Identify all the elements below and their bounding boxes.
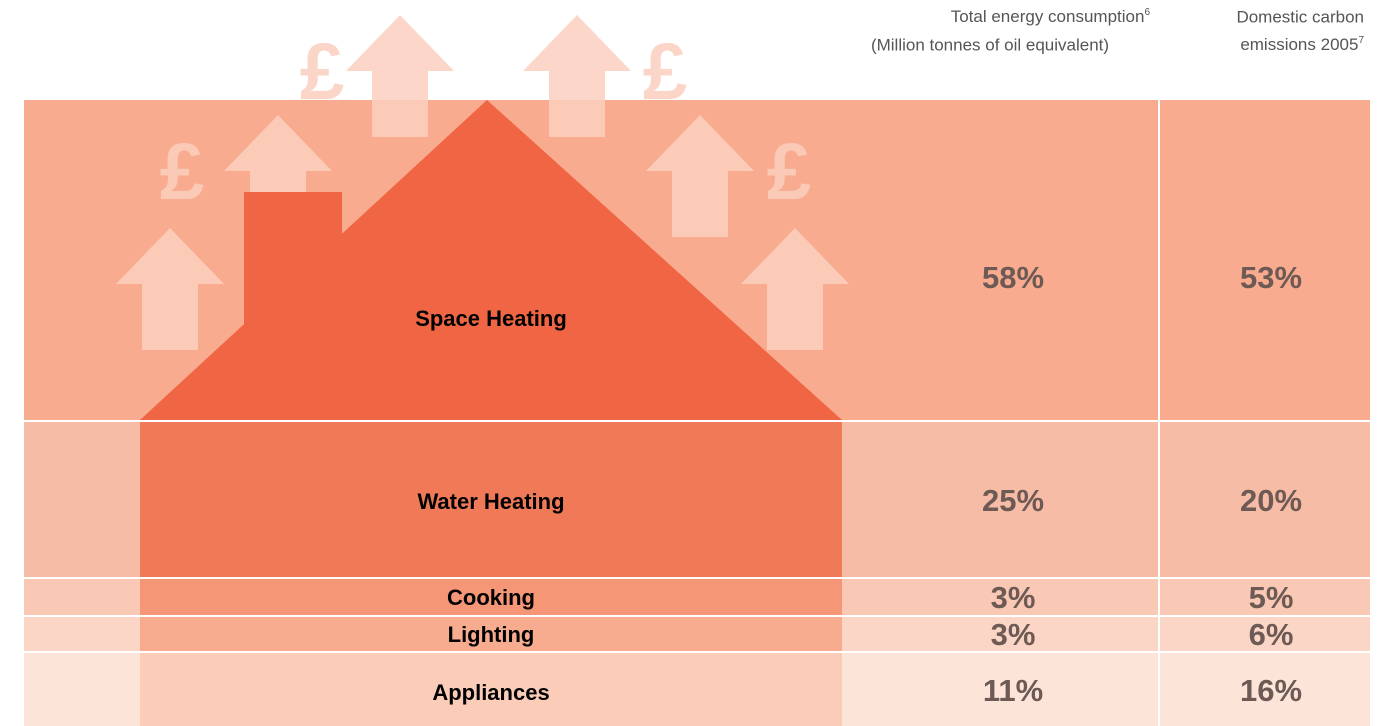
row-label: Cooking: [447, 585, 535, 610]
emissions-value: 20%: [1240, 483, 1302, 518]
row-label: Appliances: [432, 680, 549, 705]
energy-value: 58%: [982, 260, 1044, 295]
header-subtitle: emissions 20057: [1240, 35, 1364, 55]
emissions-value: 5%: [1249, 580, 1294, 615]
row-label: Space Heating: [415, 306, 567, 331]
pound-icon: £: [300, 27, 345, 116]
emissions-value: 53%: [1240, 260, 1302, 295]
energy-value: 11%: [983, 673, 1043, 708]
header-title: Total energy consumption6: [951, 7, 1151, 27]
header-subtitle: (Million tonnes of oil equivalent): [871, 35, 1109, 54]
pound-icon: £: [767, 127, 812, 216]
infographic: Total energy consumption6 (Million tonne…: [0, 0, 1389, 726]
pound-icon: £: [643, 27, 688, 116]
energy-value: 3%: [991, 617, 1036, 652]
energy-value: 25%: [982, 483, 1044, 518]
energy-value: 3%: [991, 580, 1036, 615]
header-title: Domestic carbon: [1236, 7, 1364, 26]
pound-icon: £: [160, 127, 205, 216]
emissions-value: 6%: [1249, 617, 1294, 652]
row-label: Water Heating: [417, 489, 564, 514]
row-label: Lighting: [448, 622, 535, 647]
emissions-value: 16%: [1240, 673, 1302, 708]
